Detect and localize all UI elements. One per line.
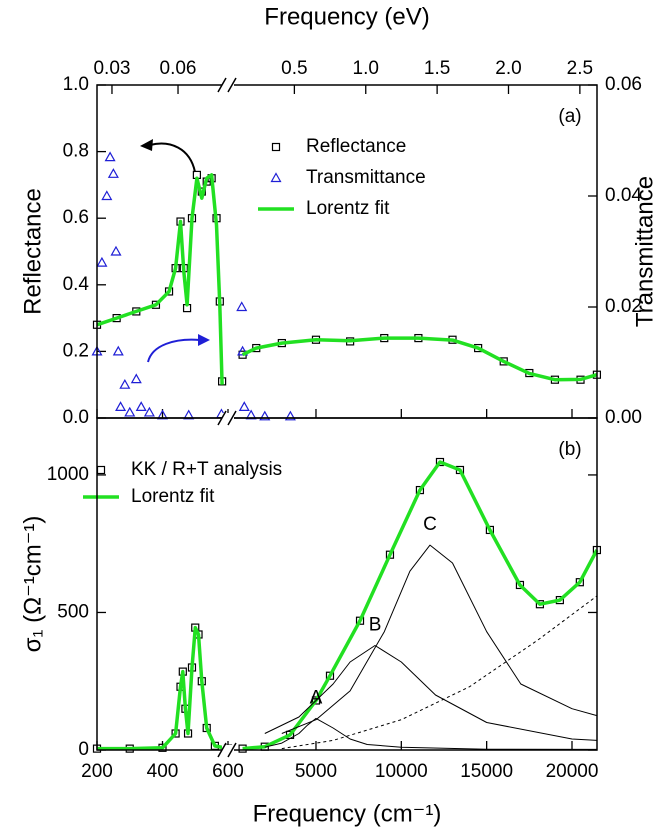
y2-tick-label: 0.06	[605, 74, 642, 95]
arrow-head	[140, 139, 153, 151]
y2-tick-label: 0.02	[605, 296, 642, 317]
data-point	[143, 406, 155, 417]
series-line	[281, 595, 598, 750]
data-point	[104, 151, 116, 162]
panel-label: (b)	[558, 439, 581, 460]
x-axis-label: Frequency (cm⁻¹)	[253, 800, 442, 827]
legend-swatch	[270, 172, 282, 183]
top-tick-label: 2.5	[567, 58, 593, 79]
top-tick-label: 1.0	[353, 58, 379, 79]
x-tick-label: 600	[212, 761, 244, 782]
top-tick-label: 1.5	[424, 58, 450, 79]
data-point	[236, 301, 248, 312]
axis-break	[222, 745, 234, 755]
axis-break	[222, 80, 234, 90]
x-tick-label: 15000	[460, 761, 513, 782]
component-label: C	[423, 514, 437, 535]
y-tick-label: 0.2	[63, 340, 89, 361]
legend-label: Transmittance	[306, 167, 426, 188]
y-tick-label: 1000	[47, 464, 89, 485]
data-point	[124, 406, 136, 417]
top-tick-label: 2.0	[495, 58, 521, 79]
data-point	[112, 345, 124, 356]
legend-label: Reflectance	[306, 136, 406, 157]
y2-tick-label: 0.00	[605, 407, 642, 428]
data-point	[238, 401, 250, 411]
component-label: B	[369, 614, 382, 635]
arrow	[147, 338, 201, 363]
x-tick-label: 20000	[546, 761, 599, 782]
y-tick-label: 500	[57, 601, 89, 622]
x-tick-label: 200	[81, 761, 113, 782]
data-point	[130, 373, 142, 384]
y-tick-label: 1.0	[63, 74, 89, 95]
legend-swatch	[271, 142, 281, 152]
decorations	[140, 77, 237, 758]
legend-swatch	[96, 465, 106, 475]
data-point	[119, 378, 131, 389]
series-line	[96, 173, 598, 385]
data-point	[284, 410, 296, 421]
legend-label: KK / R+T analysis	[131, 459, 282, 480]
y-tick-label: 0.6	[63, 207, 89, 228]
data-point	[115, 401, 127, 411]
data-point	[237, 345, 249, 356]
plot-frame	[96, 417, 598, 751]
x-tick-label: 10000	[375, 761, 428, 782]
top-tick-label: 0.03	[93, 58, 130, 79]
y-tick-label: 0.8	[63, 141, 89, 162]
data-point	[107, 168, 119, 178]
series-line	[264, 717, 597, 750]
series-line	[281, 544, 598, 734]
top-tick-label: 0.5	[281, 58, 307, 79]
data-point	[135, 401, 147, 411]
y2-tick-label: 0.04	[605, 185, 642, 206]
arrow-head	[198, 334, 210, 346]
axis-break	[222, 413, 234, 423]
y2-axis-label: Transmittance	[631, 176, 658, 327]
y-tick-label: 0.0	[63, 407, 89, 428]
arrow	[149, 142, 196, 173]
y-axis-label: σ₁ (Ω⁻¹cm⁻¹)	[19, 516, 46, 653]
x-tick-label: 5000	[295, 761, 337, 782]
data-point	[110, 245, 122, 256]
axis-break-mark	[217, 77, 237, 758]
data-point	[259, 410, 271, 421]
y-tick-label: 0.4	[63, 274, 90, 295]
y-tick-label: 0	[78, 739, 89, 760]
data-point	[101, 190, 113, 201]
series-line	[264, 645, 597, 741]
panel-label: (a)	[558, 106, 581, 127]
data-point	[96, 256, 108, 267]
y-axis-label: Reflectance	[19, 188, 46, 315]
top-tick-label: 0.06	[160, 58, 197, 79]
x-tick-label: 400	[147, 761, 179, 782]
legend-label: Lorentz fit	[306, 198, 390, 219]
top-axis-label: Frequency (eV)	[264, 3, 429, 30]
series-line	[97, 460, 599, 751]
legend-label: Lorentz fit	[131, 486, 215, 507]
